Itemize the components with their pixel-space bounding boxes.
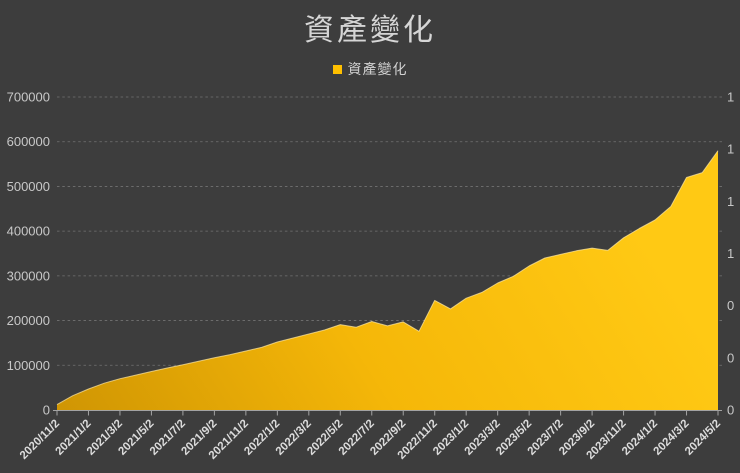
y-axis-left-label: 400000 — [7, 224, 50, 239]
y-axis-left-label: 600000 — [7, 134, 50, 149]
y-axis-right-label: 0 — [727, 298, 734, 313]
x-axis-label: 2020/11/2 — [18, 418, 62, 462]
y-axis-right-label: 0 — [727, 350, 734, 365]
y-axis-right-label: 1 — [727, 142, 734, 157]
y-axis-right-label: 0 — [727, 403, 734, 418]
y-axis-right-label: 1 — [727, 246, 734, 261]
y-axis-left-label: 700000 — [7, 90, 50, 105]
chart-title: 資產變化 — [304, 13, 436, 48]
y-axis-left-label: 300000 — [7, 268, 50, 283]
legend-swatch-icon — [332, 64, 342, 74]
legend-label: 資產變化 — [347, 62, 408, 78]
y-axis-left-label: 500000 — [7, 179, 50, 194]
y-axis-left-label: 200000 — [7, 313, 50, 328]
y-axis-right-label: 1 — [727, 90, 734, 105]
y-axis-left-label: 100000 — [7, 358, 50, 373]
y-axis-right-label: 1 — [727, 194, 734, 209]
legend: 資產變化 — [0, 59, 740, 79]
y-axis-left-label: 0 — [43, 403, 50, 418]
